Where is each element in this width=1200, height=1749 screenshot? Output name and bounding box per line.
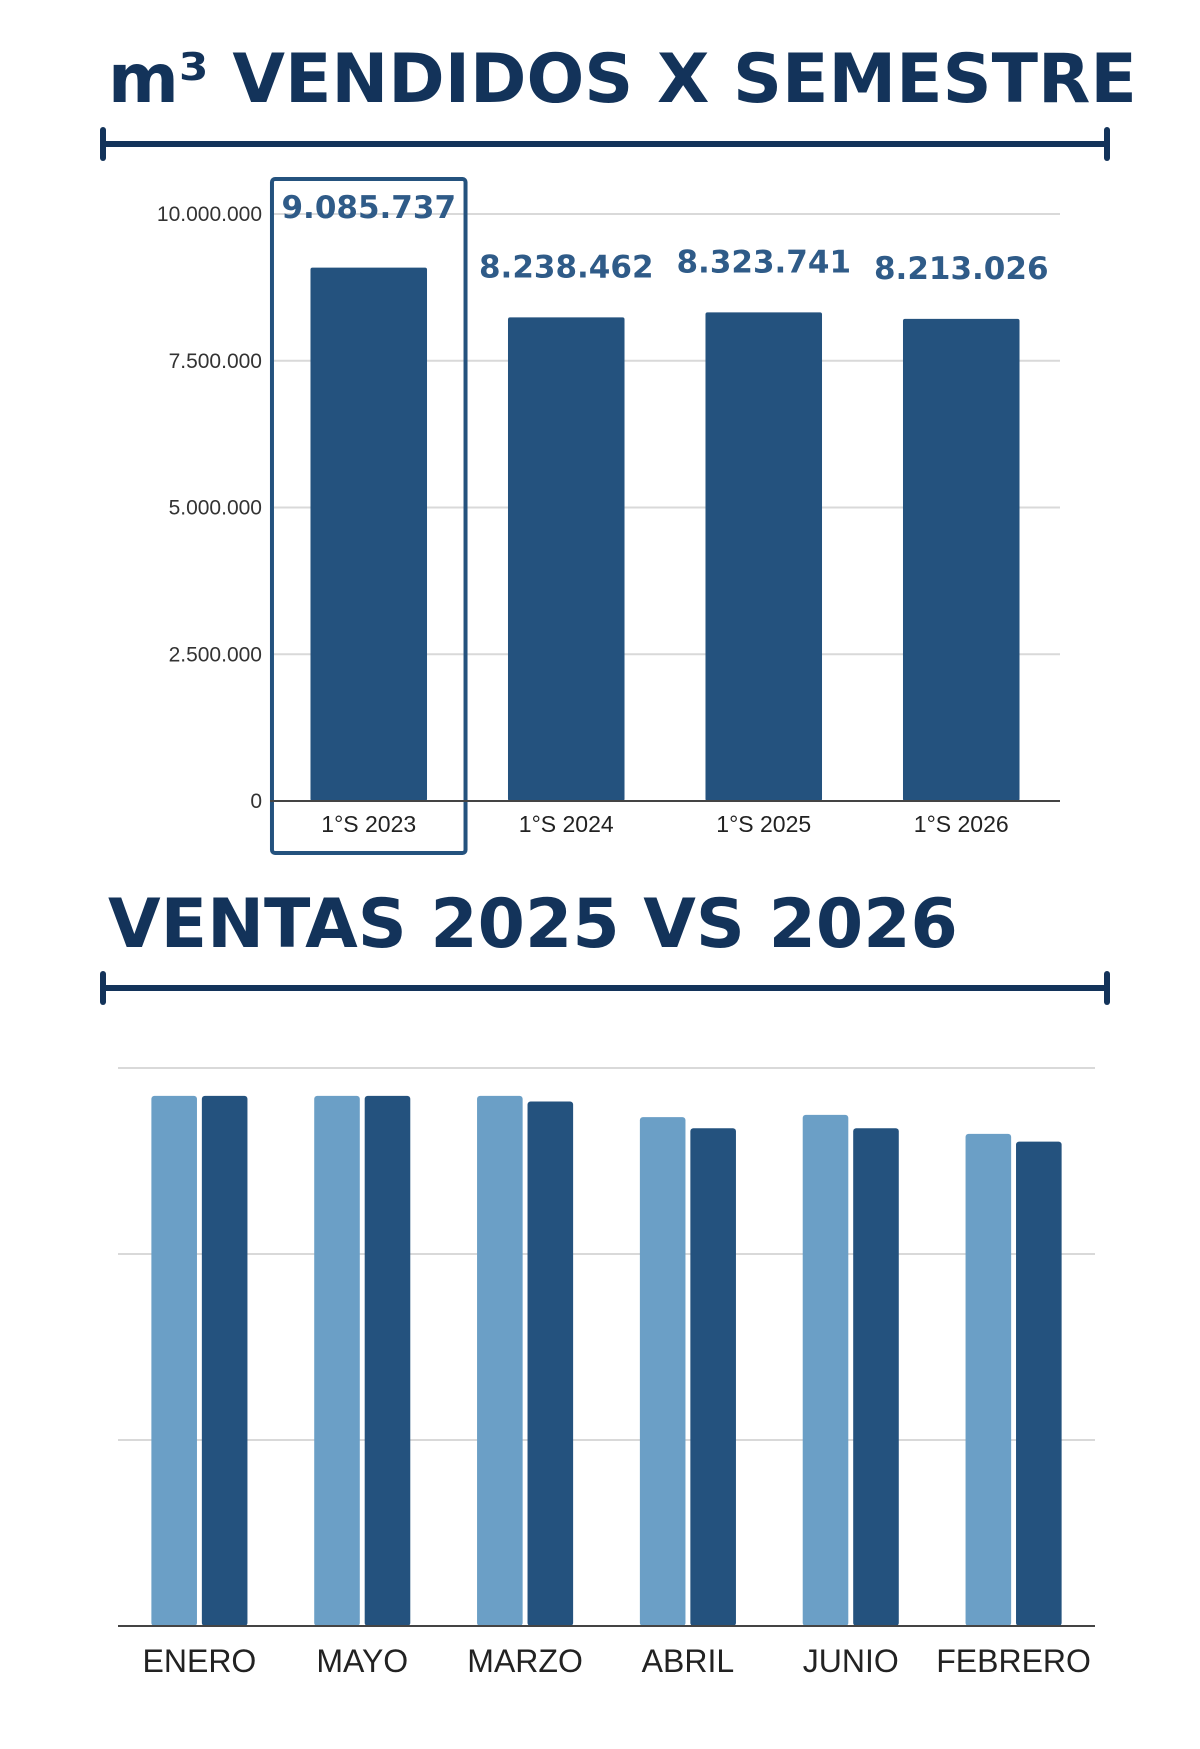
bar [310,267,428,801]
bar [853,1128,899,1626]
bar [201,1095,248,1626]
bar [314,1095,360,1626]
x-tick-label: 1°S 2025 [716,811,811,837]
bar [902,318,1020,801]
bar [705,312,823,801]
bar [364,1095,411,1626]
x-tick-label: JUNIO [803,1643,899,1679]
title-underline-2 [100,971,1110,1005]
bar [1016,1141,1062,1626]
bar [477,1095,523,1626]
bar [690,1128,736,1626]
semester-bar-chart: 0 2.500.000 5.000.000 7.500.000 10.000.000 9.… [157,177,1060,855]
title-underline-1 [100,127,1110,161]
y-tick-label: 10.000.000 [157,203,262,226]
chart-title-ventas: VENTAS 2025 VS 2026 [108,885,958,964]
x-tick-label: ABRIL [642,1643,734,1679]
x-tick-label: 1°S 2023 [321,811,416,837]
data-label: 8.238.462 [479,249,654,285]
bar [527,1101,574,1626]
bar [965,1133,1012,1626]
bar [639,1117,686,1626]
chart-title-semestre: m³ VENDIDOS X SEMESTRE [108,40,1137,119]
highlight-box [269,177,468,855]
data-label: 9.085.737 [281,190,456,226]
x-tick-label: 1°S 2026 [914,811,1009,837]
data-label: 8.213.026 [874,251,1049,287]
data-label: 8.323.741 [676,244,851,280]
x-tick-label: FEBRERO [936,1643,1091,1679]
bar [507,317,625,801]
x-tick-label: MARZO [467,1643,583,1679]
bar [151,1095,197,1626]
x-tick-label: ENERO [143,1643,257,1679]
y-tick-label: 2.500.000 [169,643,262,666]
x-tick-label: 1°S 2024 [519,811,614,837]
y-tick-label: 5.000.000 [169,497,262,520]
bar [802,1114,849,1626]
y-tick-label: 7.500.000 [169,350,262,373]
y-tick-label: 0 [250,790,262,813]
x-tick-label: MAYO [316,1643,408,1679]
